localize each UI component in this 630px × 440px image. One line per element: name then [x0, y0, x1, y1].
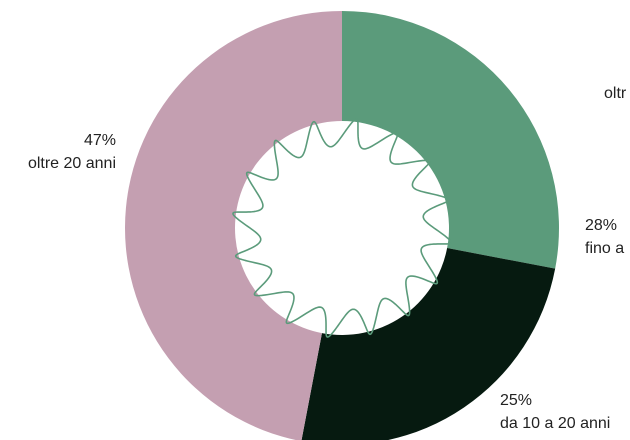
- slice-0-percent: 28%: [585, 217, 617, 234]
- donut-slice-0: [342, 11, 559, 269]
- label-oltr-partial: oltr: [604, 85, 627, 102]
- wavy-inner-decoration: [232, 118, 452, 338]
- slice-0-category: fino a: [585, 240, 624, 257]
- slice-1-category: da 10 a 20 anni: [500, 415, 610, 432]
- donut-slice-1: [301, 248, 556, 440]
- donut-slices: [125, 11, 559, 440]
- donut-slice-2: [125, 11, 342, 440]
- slice-1-percent: 25%: [500, 392, 532, 409]
- slice-2-percent: 47%: [84, 132, 116, 149]
- slice-2-category: oltre 20 anni: [28, 155, 116, 172]
